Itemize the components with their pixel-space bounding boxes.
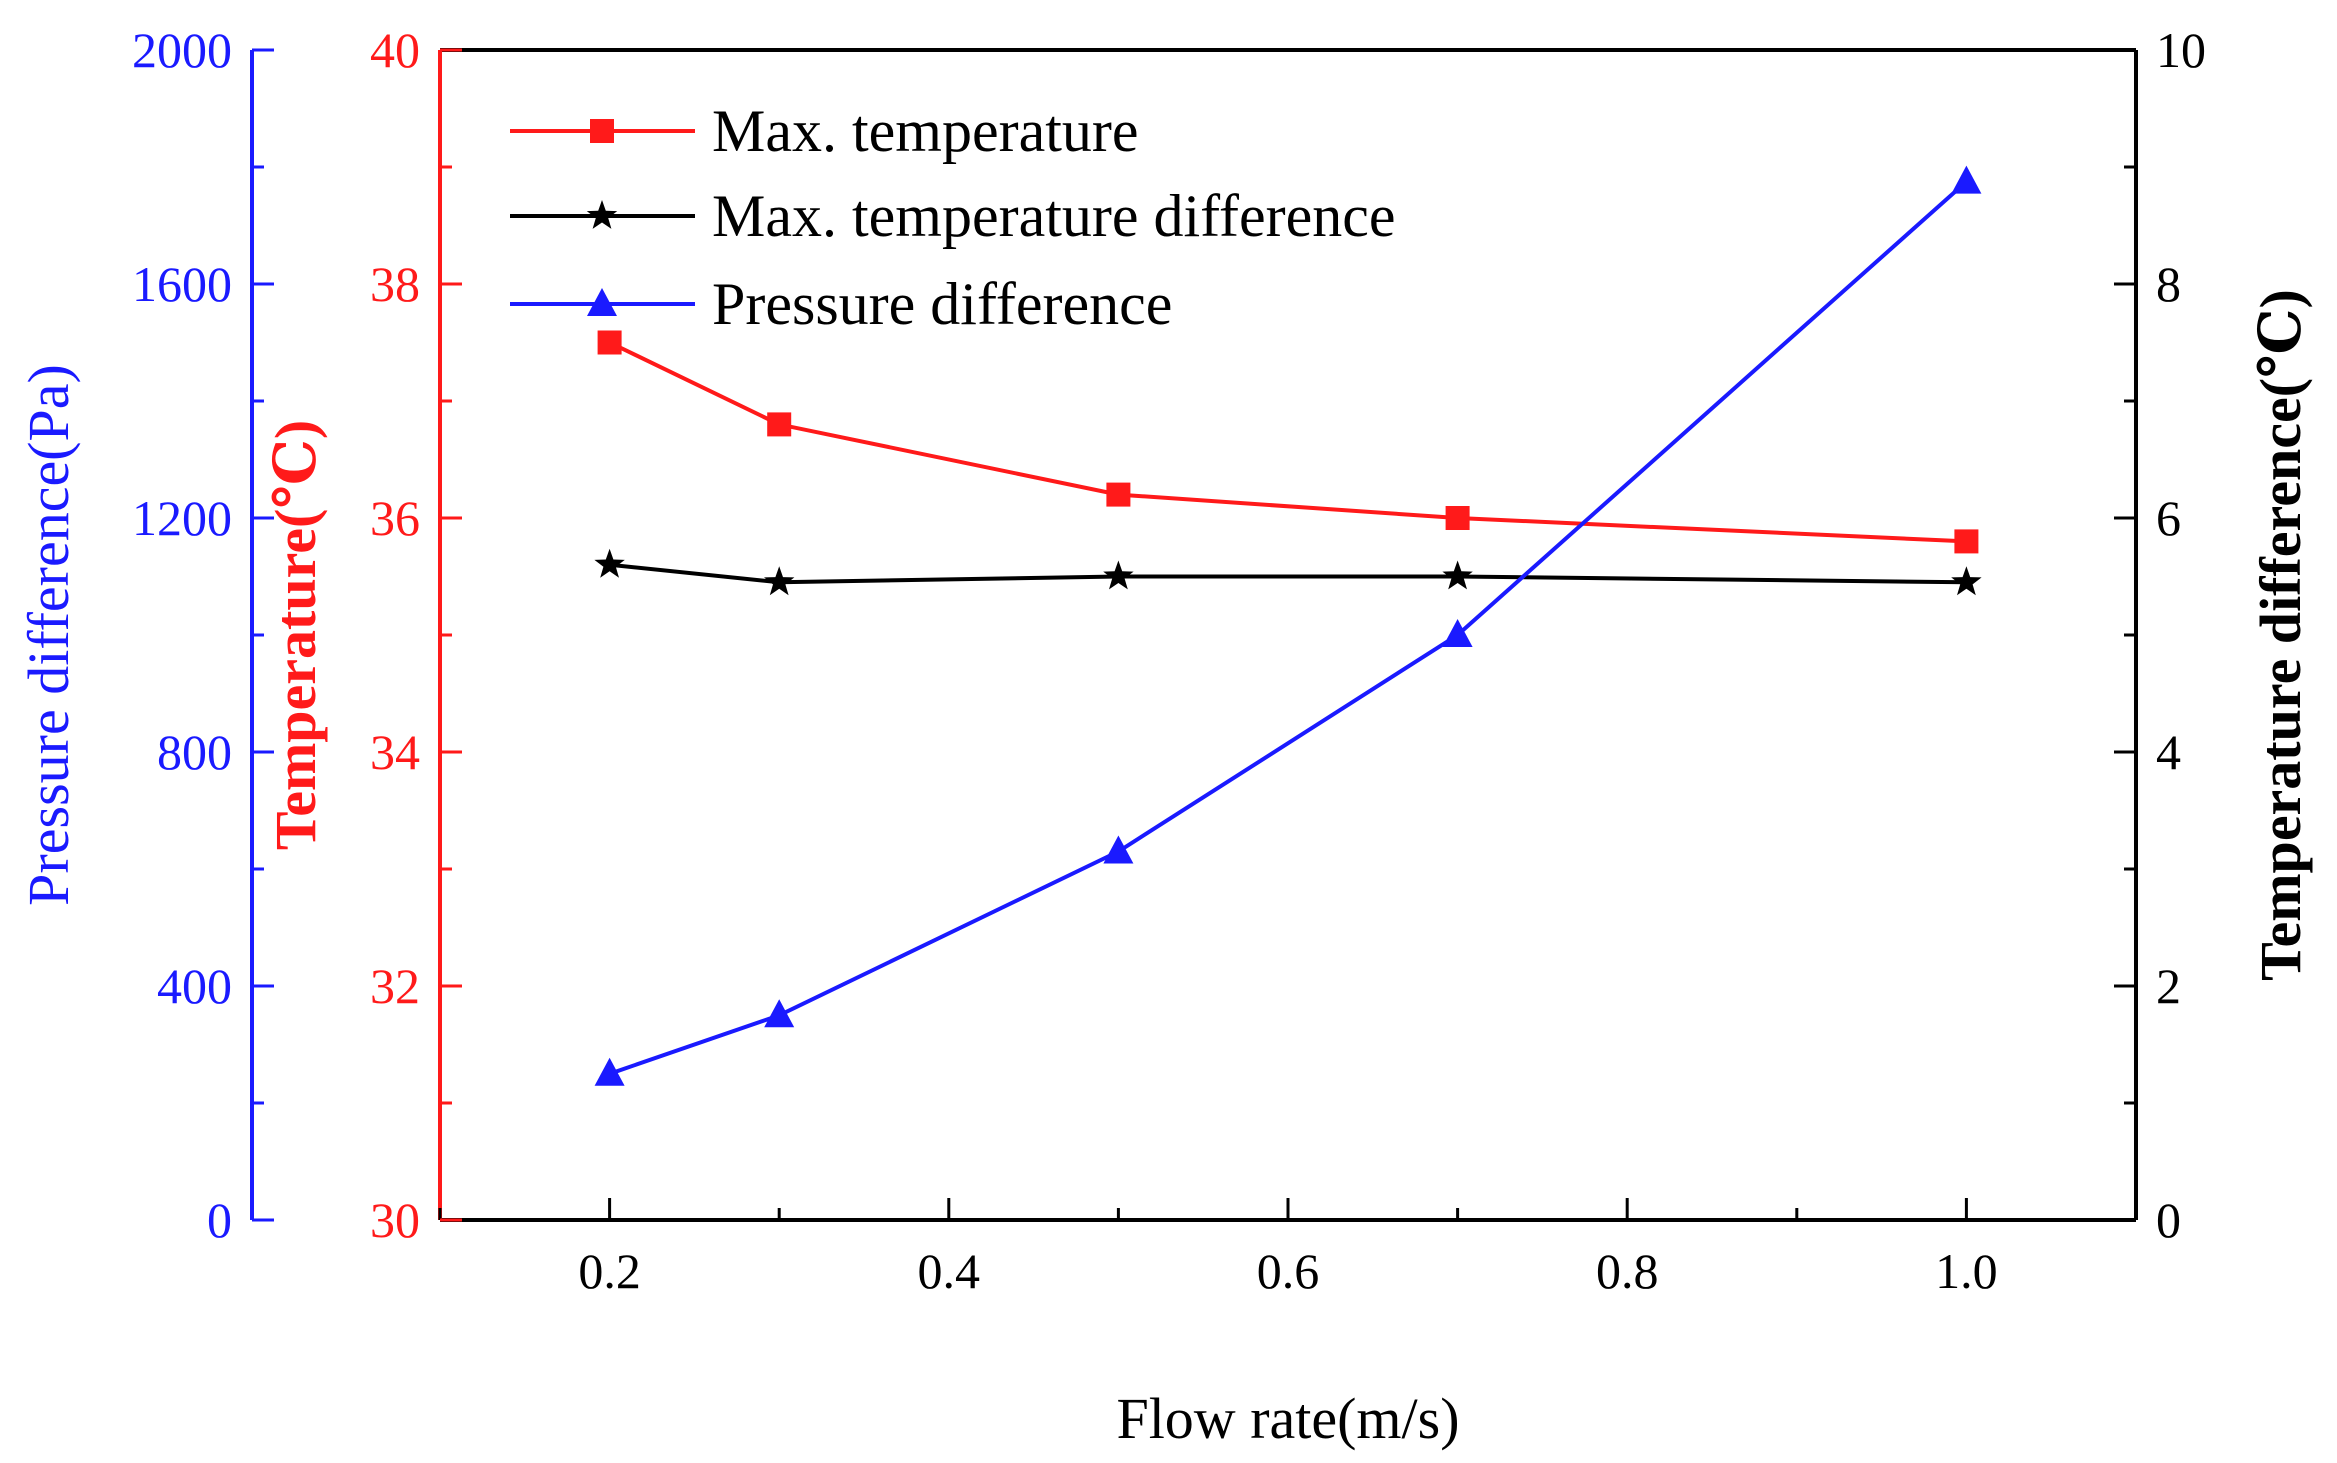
series-star [594,548,1982,596]
data-point [1445,506,1470,530]
data-point [1442,619,1473,647]
legend-label: Pressure difference [712,271,1172,337]
temperature-tick-label: 38 [370,256,420,312]
data-point [594,548,625,578]
temperature-axis-ticks: 30 32 34 36 38 40 [370,22,462,1248]
data-point [1103,560,1134,590]
pressure-tick-label: 1600 [132,256,232,312]
temperature-tick-label: 32 [370,958,420,1014]
temp_diff-tick-label: 8 [2156,256,2181,312]
data-point [1106,482,1131,507]
x-tick-label: 1.0 [1935,1243,1998,1299]
pressure-tick-label: 1200 [132,490,232,546]
x-tick-label: 0.4 [918,1243,981,1299]
data-point [764,999,795,1028]
series-square [597,330,1979,554]
pressure-axis-title: Pressure difference(Pa) [16,364,81,906]
series-line [608,340,1967,544]
temp-diff-axis-ticks: 0 2 4 6 8 10 [2114,22,2206,1248]
temperature-tick-label: 34 [370,724,420,780]
temp_diff-tick-label: 4 [2156,724,2181,780]
legend-swatch-marker [590,119,614,143]
data-point [1951,566,1982,596]
pressure-tick-label: 2000 [132,22,232,78]
temp_diff-tick-label: 0 [2156,1192,2181,1248]
data-point [597,330,622,355]
data-point [767,412,792,437]
data-point [1951,165,1982,194]
series-line [609,562,1967,585]
legend-swatch-marker [587,288,617,316]
x-tick-label: 0.8 [1596,1243,1659,1299]
pressure-axis-ticks: 0 400 800 1200 1600 2000 [132,22,274,1248]
temperature-tick-label: 30 [370,1192,420,1248]
legend-label: Max. temperature [712,98,1138,164]
series-layer [594,165,1982,1086]
data-point [1954,529,1979,554]
data-point [1103,835,1134,864]
x-tick-label: 0.2 [578,1243,641,1299]
temp_diff-tick-label: 6 [2156,490,2181,546]
temp_diff-tick-label: 10 [2156,22,2206,78]
data-point [594,1057,625,1086]
temperature-tick-label: 40 [370,22,420,78]
temp_diff-tick-label: 2 [2156,958,2181,1014]
temperature-axis-title: Temperature(℃) [263,420,328,850]
legend-swatch-marker [586,200,618,229]
pressure-tick-label: 800 [157,724,232,780]
data-point [1442,560,1473,590]
x-axis-title: Flow rate(m/s) [1116,1386,1459,1451]
temperature-tick-label: 36 [370,490,420,546]
x-axis-ticks: 0.2 0.4 0.6 0.8 1.0 [438,1198,2138,1299]
temp-diff-axis-title: Temperature difference(℃) [2248,289,2313,981]
x-tick-label: 0.6 [1257,1243,1320,1299]
data-point [764,566,795,596]
legend-label: Max. temperature difference [712,183,1396,249]
legend: Max. temperature Max. temperature differe… [510,98,1396,337]
series-triangle [594,165,1982,1086]
pressure-tick-label: 0 [207,1192,232,1248]
pressure-tick-label: 400 [157,958,232,1014]
